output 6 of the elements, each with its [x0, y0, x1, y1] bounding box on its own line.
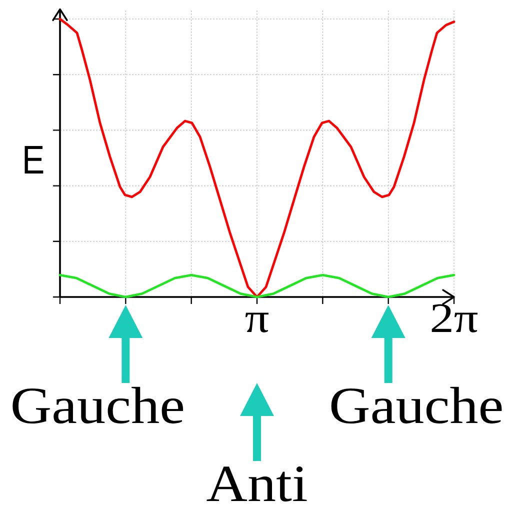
annotation: Gauche [331, 386, 502, 424]
y-axis-title: E [24, 146, 44, 174]
x-tick-label: 2π [432, 304, 478, 332]
annotation: Gauche [12, 386, 184, 424]
text: Anti [206, 466, 307, 502]
x-tick-label: π [245, 312, 268, 332]
